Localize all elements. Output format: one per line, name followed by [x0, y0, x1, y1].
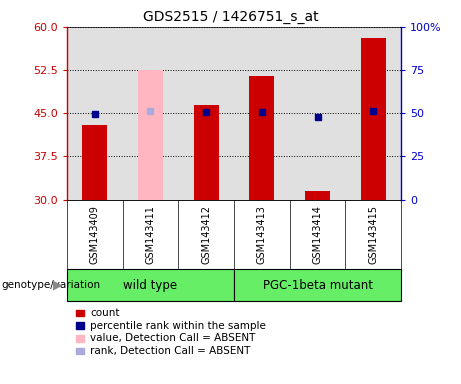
- Text: GSM143409: GSM143409: [90, 205, 100, 264]
- Text: count: count: [90, 308, 119, 318]
- Bar: [234, 269, 401, 301]
- Text: ▶: ▶: [53, 279, 62, 291]
- Text: PGC-1beta mutant: PGC-1beta mutant: [262, 279, 372, 291]
- Bar: [67, 269, 234, 301]
- Bar: [305, 191, 330, 200]
- Text: percentile rank within the sample: percentile rank within the sample: [90, 321, 266, 331]
- Bar: [249, 76, 274, 200]
- Text: rank, Detection Call = ABSENT: rank, Detection Call = ABSENT: [90, 346, 250, 356]
- Text: GSM143414: GSM143414: [313, 205, 323, 264]
- Bar: [138, 70, 163, 200]
- Text: GSM143415: GSM143415: [368, 205, 378, 264]
- Text: wild type: wild type: [124, 279, 177, 291]
- Text: GSM143413: GSM143413: [257, 205, 267, 264]
- Text: value, Detection Call = ABSENT: value, Detection Call = ABSENT: [90, 333, 255, 343]
- Text: GDS2515 / 1426751_s_at: GDS2515 / 1426751_s_at: [143, 10, 318, 23]
- Text: GSM143412: GSM143412: [201, 205, 211, 264]
- Bar: [82, 125, 107, 200]
- Text: GSM143411: GSM143411: [145, 205, 155, 264]
- Bar: [194, 104, 219, 200]
- Bar: [361, 38, 386, 200]
- Text: genotype/variation: genotype/variation: [1, 280, 100, 290]
